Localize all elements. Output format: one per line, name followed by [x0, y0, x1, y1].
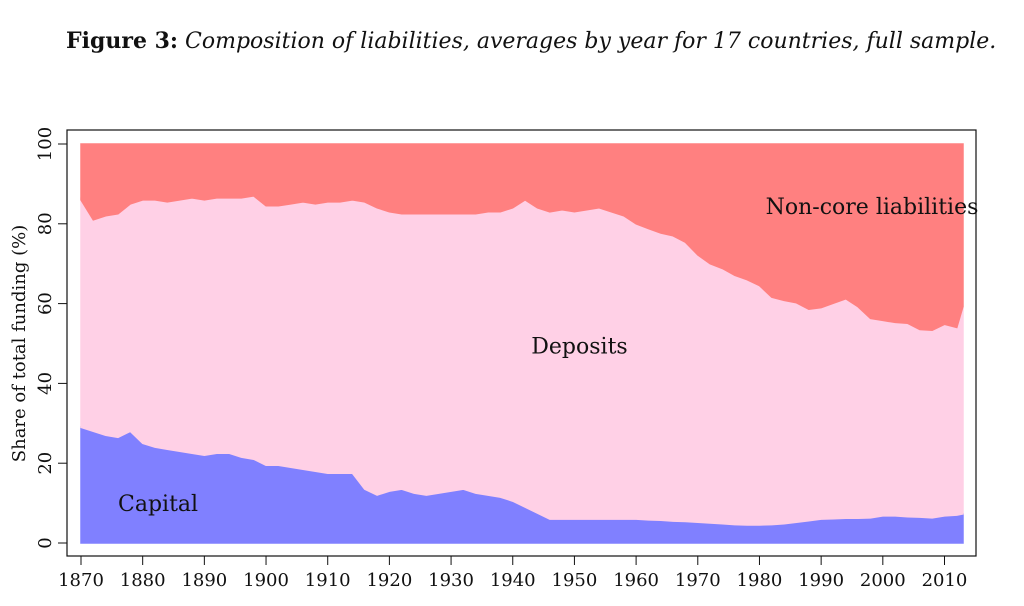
x-tick-label: 1920 [366, 570, 412, 591]
caption-text: Composition of liabilities, averages by … [185, 29, 997, 54]
x-tick-label: 1990 [798, 570, 844, 591]
areas-layer [80, 143, 964, 544]
x-tick-label: 1900 [243, 570, 289, 591]
area-label-non-core-liabilities: Non-core liabilities [766, 195, 979, 220]
x-tick-label: 1890 [181, 570, 227, 591]
y-tick-label: 40 [35, 372, 56, 395]
annotations-layer: Capital Deposits Non-core liabilities [118, 195, 978, 517]
y-axis-label: Share of total funding (%) [9, 225, 30, 462]
area-label-deposits: Deposits [531, 334, 627, 359]
x-tick-label: 1930 [428, 570, 474, 591]
caption-label: Figure 3: [66, 28, 179, 54]
y-tick-label: 100 [35, 127, 56, 161]
x-tick-label: 1960 [613, 570, 659, 591]
x-tick-label: 1980 [737, 570, 783, 591]
x-tick-label: 1870 [58, 570, 104, 591]
x-tick-label: 1950 [552, 570, 598, 591]
area-non-core-liabilities [80, 143, 964, 332]
x-tick-label: 2000 [860, 570, 906, 591]
y-tick-label: 80 [35, 212, 56, 235]
x-tick-label: 1940 [490, 570, 536, 591]
axes-layer: 1870 1880 1890 1900 1910 1920 1930 1940 1950 1960… [35, 127, 967, 591]
x-tick-label: 2010 [922, 570, 968, 591]
x-tick-label: 1880 [120, 570, 166, 591]
y-tick-label: 60 [35, 292, 56, 315]
x-tick-label: 1910 [305, 570, 351, 591]
area-label-capital: Capital [118, 492, 198, 517]
x-tick-label: 1970 [675, 570, 721, 591]
y-tick-label: 20 [35, 452, 56, 475]
y-tick-label: 0 [35, 537, 56, 548]
figure-caption: Figure 3: Composition of liabilities, av… [66, 28, 996, 54]
